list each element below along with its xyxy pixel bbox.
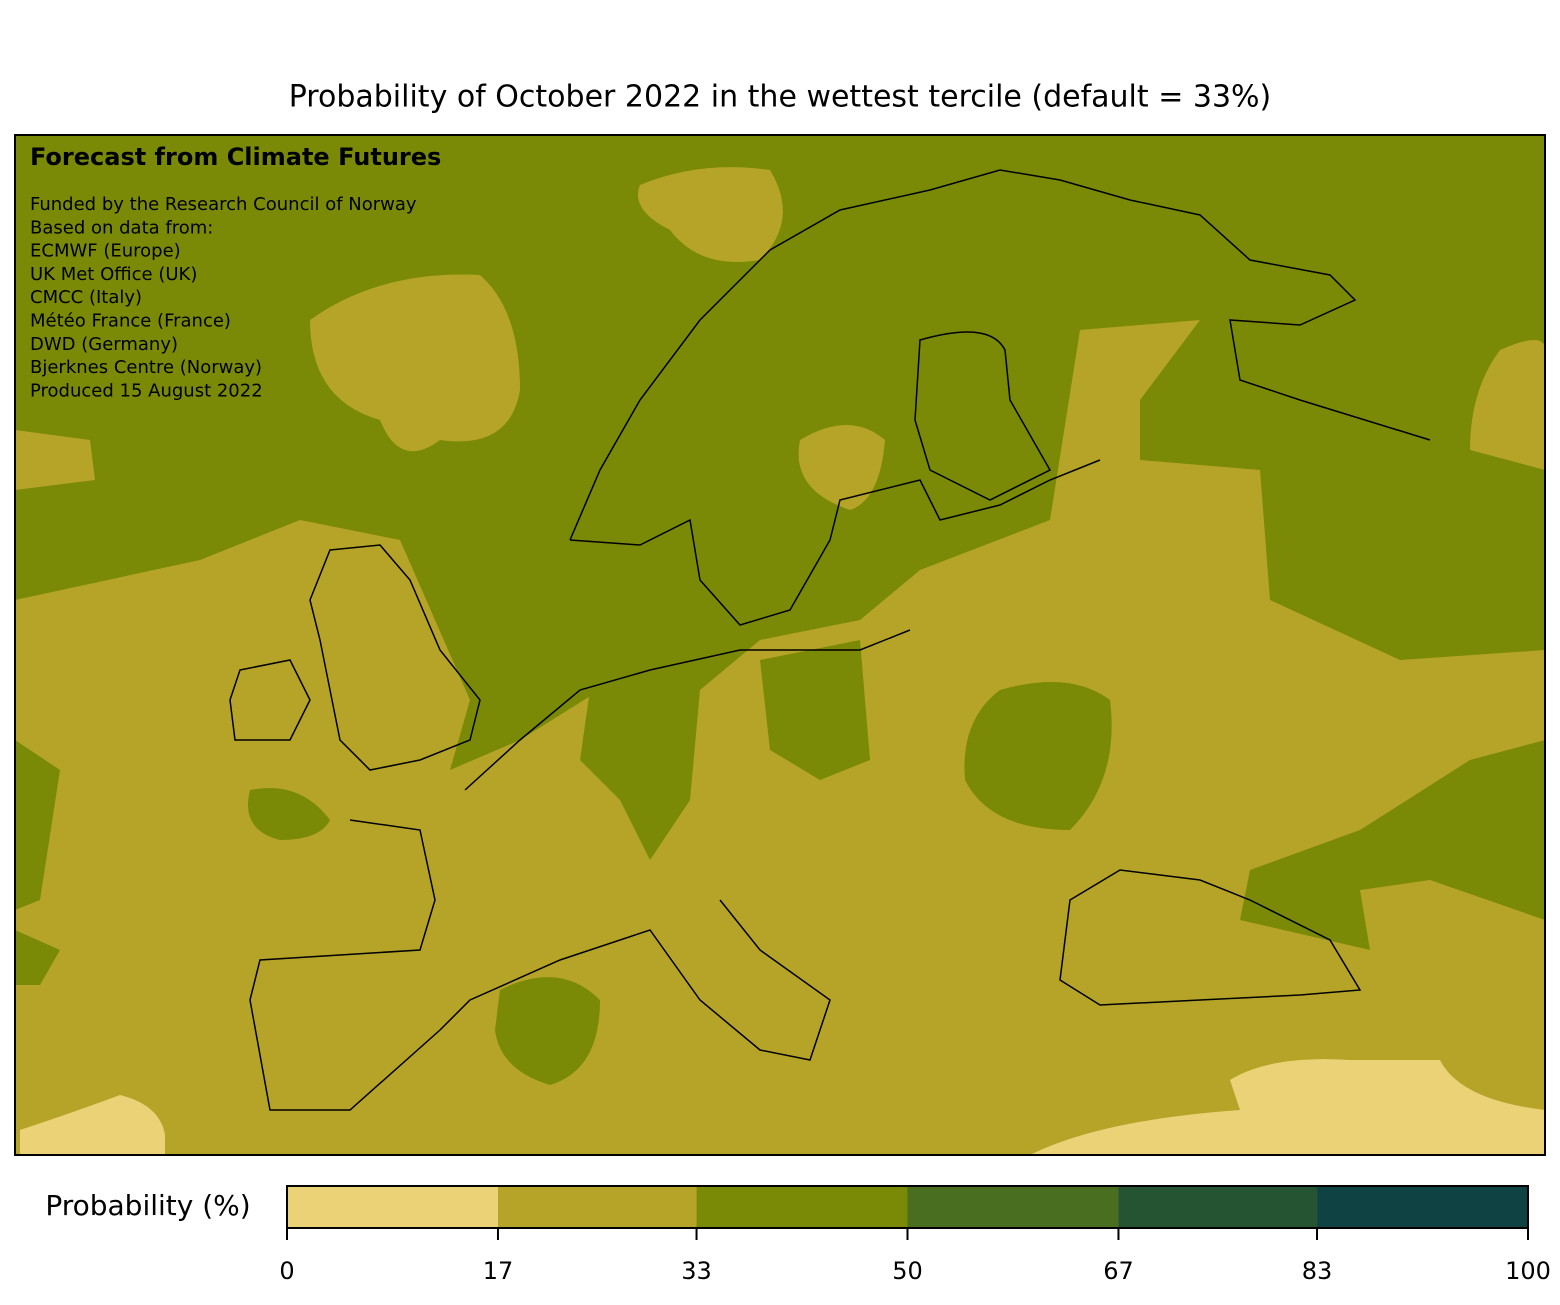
annotation-heading: Forecast from Climate Futures — [30, 143, 441, 171]
region-very-low — [20, 1095, 165, 1155]
annotation-line: DWD (Germany) — [30, 334, 178, 355]
colorbar-bin — [287, 1186, 498, 1228]
title: Probability of October 2022 in the wette… — [289, 80, 1272, 115]
region-high — [495, 977, 600, 1085]
colorbar-tick-label: 17 — [483, 1257, 514, 1285]
region-high — [580, 690, 700, 860]
annotation-line: CMCC (Italy) — [30, 287, 142, 308]
colorbar-bin — [497, 1186, 697, 1228]
annotation-lines: Funded by the Research Council of Norway… — [30, 194, 417, 401]
colorbar-bin — [907, 1186, 1119, 1228]
coastlines — [229, 169, 1431, 1111]
colorbar-label: Probability (%) — [45, 1189, 250, 1222]
region-low — [310, 274, 520, 452]
region-high — [760, 640, 870, 780]
region-low — [15, 430, 95, 490]
map — [15, 135, 1545, 1155]
annotation-line: Funded by the Research Council of Norway — [30, 194, 417, 215]
colorbar-tick-label: 100 — [1505, 1257, 1551, 1285]
colorbar-bin — [696, 1186, 908, 1228]
region-low — [1470, 340, 1545, 470]
colorbar-tick-label: 0 — [279, 1257, 294, 1285]
region-low — [638, 167, 783, 262]
region-high — [15, 740, 60, 985]
colorbar-tick-label: 33 — [681, 1257, 712, 1285]
region-high — [248, 788, 330, 840]
region-high — [964, 682, 1112, 830]
colorbar-bin — [1317, 1186, 1528, 1228]
colorbar-tick-label: 67 — [1103, 1257, 1134, 1285]
annotation-line: UK Met Office (UK) — [30, 264, 197, 285]
annotation-line: Based on data from: — [30, 217, 213, 238]
colorbar-tick-label: 50 — [892, 1257, 923, 1285]
map-frame — [14, 134, 1546, 1156]
colorbar-tick-label: 83 — [1302, 1257, 1333, 1285]
region-very-low — [1030, 1059, 1545, 1155]
annotation-line: Bjerknes Centre (Norway) — [30, 357, 262, 378]
colorbar-bin — [1118, 1186, 1318, 1228]
annotation-line: Météo France (France) — [30, 311, 231, 332]
annotation-line: ECMWF (Europe) — [30, 241, 181, 262]
colorbar: 0 17 33 50 67 83 100 — [279, 1185, 1551, 1285]
region-low — [798, 425, 885, 510]
annotation-line: Produced 15 August 2022 — [30, 380, 263, 401]
